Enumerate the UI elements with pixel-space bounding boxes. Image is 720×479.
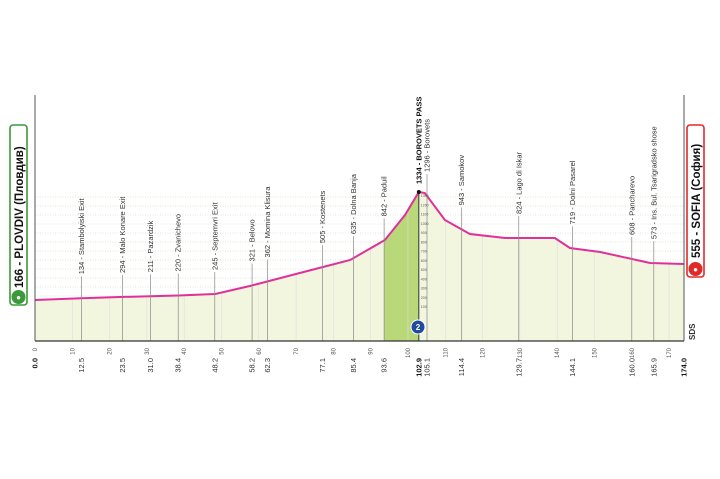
x-tick-label: 40: [182, 347, 188, 354]
waypoint-label: 134 - Stambolyiski Exit: [77, 197, 86, 274]
climb-category: 2: [416, 323, 421, 332]
waypoint-label: 505 - Kostenets: [318, 190, 327, 243]
waypoint-label: 294 - Malo Konare Exit: [118, 196, 127, 273]
km-label: 114.4: [457, 358, 466, 376]
climb-scale-label: 800: [421, 240, 427, 244]
profile-area: [35, 192, 684, 341]
km-label: 77.1: [318, 358, 327, 373]
km-label: 38.4: [174, 358, 183, 373]
climb-area: [384, 192, 419, 341]
km-label: 85.4: [349, 358, 358, 373]
waypoint-label: 220 - Zvanichevo: [174, 214, 183, 272]
km-label: 23.5: [118, 358, 127, 373]
climb-scale-label: 1100: [421, 213, 429, 217]
km-label: 58.2: [248, 358, 257, 373]
start-badge: 166 - PLOVDIV (Пловдив) ●: [9, 124, 28, 306]
waypoint-label: 943 - Samokov: [457, 155, 466, 206]
climb-scale-label: 1300: [421, 194, 429, 198]
waypoint-label: 1296 - Borovets: [423, 119, 432, 172]
start-label: 166 - PLOVDIV (Пловдив): [14, 146, 26, 288]
km-label: 144.1: [568, 358, 577, 377]
climb-scale-label: 300: [421, 287, 427, 291]
km-label: 93.6: [380, 358, 389, 373]
bike-icon: [688, 262, 703, 276]
finish-badge: 555 - SOFIA (София) ●: [686, 124, 705, 278]
x-tick-label: 120: [481, 347, 487, 358]
sds-logo: SDS: [688, 323, 697, 340]
x-tick-label: 170: [667, 347, 673, 358]
x-axis: 0 10 20 30 40 50 60 70 80 90 100 110 120 130 140 150 160…: [31, 95, 689, 377]
waypoint-label: 719 - Dolni Pasarel: [568, 160, 577, 224]
climb-scale: 1300 1200 1100 1000 900 800 700 600 500 400 300 200…: [421, 194, 429, 309]
climb-scale-label: 500: [421, 268, 427, 272]
km-label: 48.2: [210, 358, 219, 373]
km-label: 165.9: [649, 358, 658, 377]
km-label: 160.0: [627, 358, 636, 377]
x-tick-label: 60: [257, 347, 263, 354]
svg-text:●: ●: [693, 265, 698, 274]
waypoint-label: 608 - Pancharevo: [627, 176, 636, 235]
x-tick-label: 0: [33, 347, 39, 351]
waypoint-label: 321 - Belovo: [248, 219, 257, 261]
x-tick-label: 70: [294, 347, 300, 354]
km-label: 102.9: [414, 358, 423, 377]
summit-marker: [416, 190, 421, 194]
climb-scale-label: 100: [421, 305, 427, 309]
waypoint-label: 362 - Momina Klisura: [263, 186, 272, 258]
x-tick-label: 130: [518, 347, 524, 358]
climb-scale-label: 900: [421, 231, 427, 235]
x-tick-label: 80: [331, 347, 337, 354]
waypoint-label: 824 - Lago di Iskar: [514, 151, 523, 214]
x-tick-label: 150: [592, 347, 598, 358]
climb-scale-label: 700: [421, 250, 427, 254]
climb-scale-label: 600: [421, 259, 427, 263]
waypoint-label: 842 - Paduil: [380, 176, 389, 216]
km-label: 129.7: [514, 358, 523, 377]
waypoint-label: 573 - Ins. Bul. Tsarigradsko shose: [649, 126, 658, 239]
svg-text:●: ●: [16, 293, 21, 302]
km-label: 174.0: [680, 358, 689, 377]
waypoint-label: 635 - Dolna Banja: [349, 173, 358, 234]
climb-scale-label: 1000: [421, 222, 429, 226]
km-label: 0.0: [31, 358, 40, 368]
finish-label: 555 - SOFIA (София): [691, 144, 703, 258]
waypoint-label: 245 - Septemvri Exit: [210, 202, 219, 270]
waypoint-labels: 134 - Stambolyiski Exit 294 - Malo Konare…: [77, 97, 658, 341]
x-tick-label: 20: [108, 347, 114, 354]
waypoint-label: 1334 - BOROVETS PASS: [414, 97, 423, 184]
x-tick-label: 160: [630, 347, 636, 358]
climb-scale-label: 400: [421, 277, 427, 281]
profile-line: [34, 190, 685, 301]
x-tick-label: 50: [219, 347, 225, 354]
km-label: 62.3: [263, 358, 272, 373]
x-tick-label: 100: [406, 347, 412, 358]
x-tick-label: 110: [443, 347, 449, 357]
climb-category-badge: 2: [410, 319, 426, 335]
x-tick-label: 140: [555, 347, 561, 358]
x-tick-label: 30: [145, 347, 151, 354]
bike-icon: [11, 290, 26, 304]
waypoint-label: 211 - Pazardzik: [146, 220, 155, 272]
km-label: 31.0: [146, 358, 155, 373]
km-label: 12.5: [77, 358, 86, 373]
x-tick-label: 90: [369, 347, 375, 354]
km-label: 105.1: [423, 358, 432, 377]
climb-scale-label: 1200: [421, 203, 429, 207]
x-tick-label: 10: [70, 347, 76, 354]
climb-scale-label: 200: [421, 296, 427, 300]
